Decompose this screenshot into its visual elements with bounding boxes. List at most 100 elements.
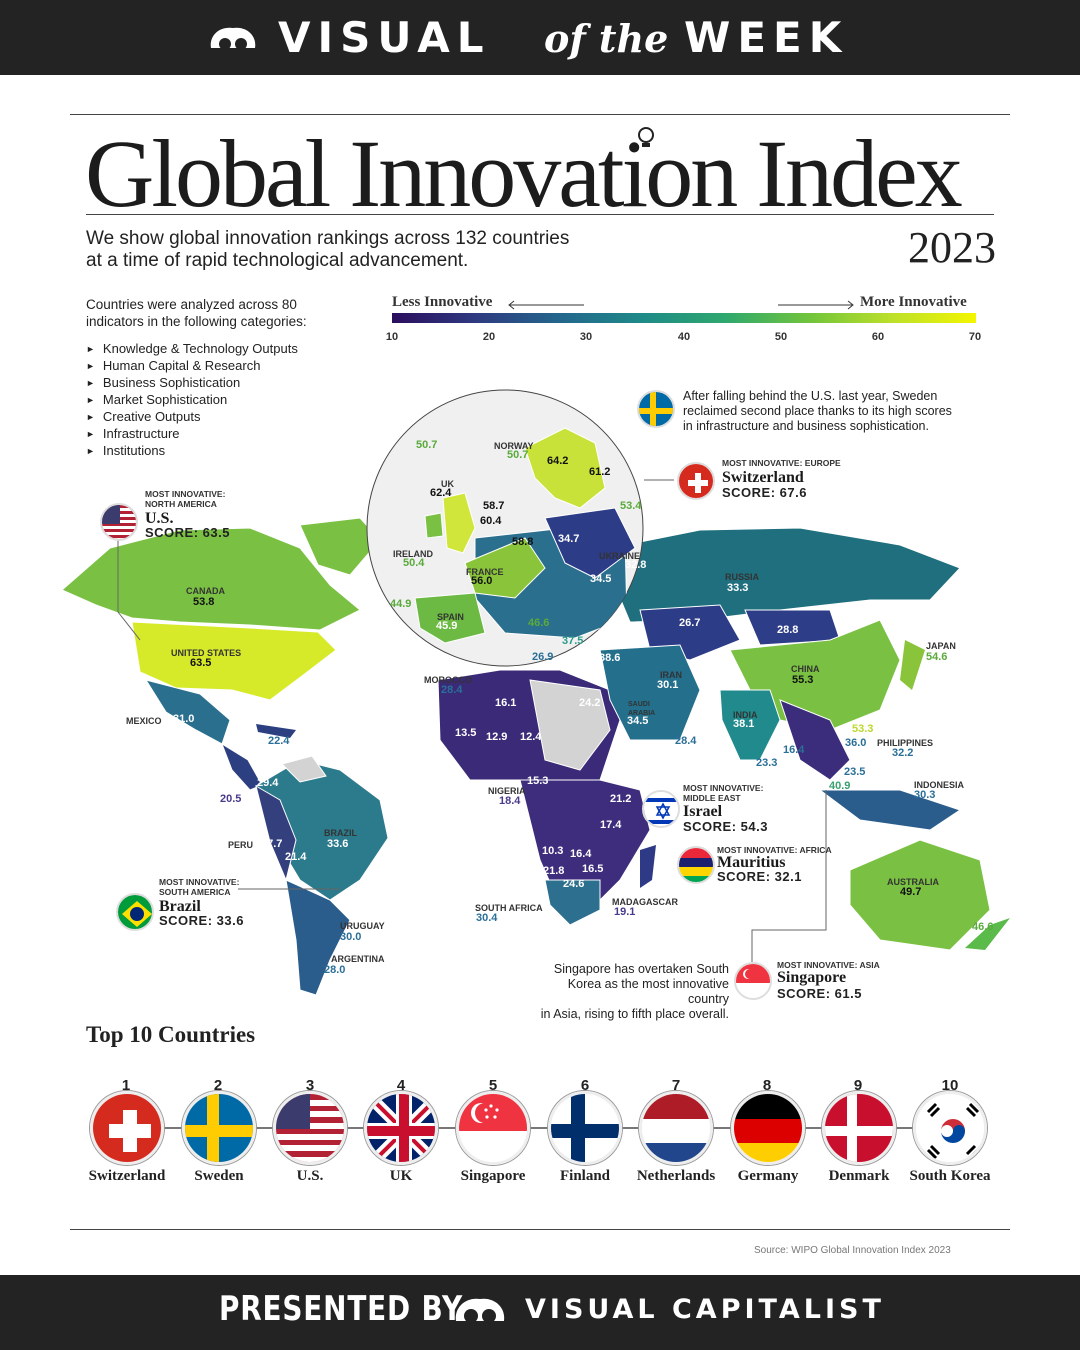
brazil-flag-icon xyxy=(116,893,154,931)
category-item: Infrastructure xyxy=(86,426,298,443)
score-chad: 12.4 xyxy=(520,731,542,743)
top-banner xyxy=(0,0,1080,75)
score-tanzania: 17.4 xyxy=(600,819,622,831)
singapore-flag-icon xyxy=(734,962,772,1000)
venezuela-shape xyxy=(281,755,327,783)
score-mali: 13.5 xyxy=(455,727,477,739)
score-portugal: 44.9 xyxy=(390,598,412,610)
score-malaysia: 40.9 xyxy=(829,780,851,792)
sweden-note-line: After falling behind the U.S. last year,… xyxy=(683,389,938,403)
uk-flag-icon xyxy=(364,1091,438,1165)
categories-intro-line-2: indicators in the following categories: xyxy=(86,314,307,329)
score-australia: 49.7 xyxy=(900,886,922,898)
score-cameroon: 15.3 xyxy=(527,775,549,787)
callout-me-name: Israel xyxy=(683,803,723,820)
switzerland-flag-icon xyxy=(90,1091,164,1165)
page-title: Global Innovation Index xyxy=(85,120,963,227)
score-nigeria: 18.4 xyxy=(499,795,521,807)
visual-capitalist-logo-icon xyxy=(455,1298,505,1323)
score-egypt: 24.2 xyxy=(579,697,601,709)
score-hong-kong: 53.3 xyxy=(852,723,874,735)
cuba-shape xyxy=(256,724,296,738)
score-colombia: 29.4 xyxy=(257,777,279,789)
callout-europe-name: Switzerland xyxy=(722,469,804,486)
score-iceland: 50.7 xyxy=(416,439,438,451)
score-kazakhstan: 26.7 xyxy=(679,617,701,629)
legend-tick: 10 xyxy=(385,331,399,343)
middle-east-shape xyxy=(599,644,701,741)
category-item: Creative Outputs xyxy=(86,409,298,426)
india-shape xyxy=(719,689,781,761)
top10-rank: 7 xyxy=(671,1077,681,1094)
score-finland: 61.2 xyxy=(589,466,611,478)
top10-name: Switzerland xyxy=(88,1168,166,1184)
top10-rank: 5 xyxy=(488,1077,498,1094)
singapore-note-line: Korea as the most innovative country xyxy=(567,977,729,1006)
score-france: 56.0 xyxy=(471,575,493,587)
legend-more-label: More Innovative xyxy=(860,294,967,310)
east-europe-shape xyxy=(544,507,636,579)
legend-tick: 20 xyxy=(482,331,496,343)
top10-title: Top 10 Countries xyxy=(86,1022,256,1047)
top10-name: Finland xyxy=(559,1168,611,1184)
callout-na-label-2: NORTH AMERICA xyxy=(145,499,217,509)
label-uruguay: URUGUAY xyxy=(340,921,385,931)
categories-intro-line-1: Countries were analyzed across 80 xyxy=(86,297,297,312)
score-japan: 54.6 xyxy=(926,651,948,663)
score-sri-lanka: 23.3 xyxy=(756,757,778,769)
legend-tick: 70 xyxy=(968,331,982,343)
us-flag-icon xyxy=(100,503,138,541)
score-india: 38.1 xyxy=(733,718,755,730)
scandinavia-shape xyxy=(524,427,606,509)
us-flag-icon xyxy=(273,1091,347,1165)
score-poland: 34.7 xyxy=(558,533,580,545)
south-korea-flag-icon xyxy=(913,1091,987,1165)
visual-capitalist-logo-icon xyxy=(210,27,256,50)
western-europe-shape xyxy=(464,537,546,599)
arrow-left-icon xyxy=(508,300,584,310)
sweden-flag-icon xyxy=(182,1091,256,1165)
uk-shape xyxy=(442,492,476,554)
callout-sa-name: Brazil xyxy=(159,898,201,915)
callout-asia-score: SCORE: 61.5 xyxy=(777,986,862,1001)
category-item: Business Sophistication xyxy=(86,375,298,392)
score-indonesia: 30.3 xyxy=(914,789,936,801)
legend-tick: 30 xyxy=(579,331,593,343)
score-ecuador: 20.5 xyxy=(220,793,242,805)
category-list: Knowledge & Technology Outputs Human Cap… xyxy=(86,341,298,460)
score-uk: 62.4 xyxy=(430,487,452,499)
score-vietnam: 36.0 xyxy=(845,737,867,749)
singapore-note-line: in Asia, rising to fifth place overall. xyxy=(540,1007,729,1021)
label-nigeria: NIGERIA xyxy=(488,786,526,796)
top10-name: Sweden xyxy=(194,1168,244,1184)
callout-na-label-1: MOST INNOVATIVE: xyxy=(145,489,226,499)
source-note: Source: WIPO Global Innovation Index 202… xyxy=(754,1245,951,1256)
score-peru: 27.7 xyxy=(261,838,283,850)
score-brazil: 33.6 xyxy=(327,838,349,850)
arrow-right-icon xyxy=(778,300,854,310)
andes-shape xyxy=(255,784,297,882)
greenland-shape xyxy=(299,517,381,576)
score-turkey: 38.6 xyxy=(599,652,621,664)
label-india: INDIA xyxy=(733,710,758,720)
footer-presented-by: PRESENTED BY xyxy=(219,1289,464,1329)
central-africa-shape xyxy=(519,779,651,911)
callout-leader-lines xyxy=(117,479,827,962)
top10-name: Germany xyxy=(737,1168,799,1184)
singapore-flag-icon xyxy=(456,1091,530,1165)
israel-flag-icon xyxy=(642,790,680,828)
callout-sa-label-1: MOST INNOVATIVE: xyxy=(159,877,240,887)
label-france: FRANCE xyxy=(466,567,504,577)
banner-visual: VISUAL xyxy=(278,13,491,62)
top10-name: Denmark xyxy=(828,1168,890,1184)
label-russia: RUSSIA xyxy=(725,572,760,582)
category-item: Knowledge & Technology Outputs xyxy=(86,341,298,358)
callout-africa-name: Mauritius xyxy=(717,854,786,871)
subtitle: We show global innovation rankings acros… xyxy=(86,228,569,272)
label-australia: AUSTRALIA xyxy=(887,877,939,887)
score-italy: 46.6 xyxy=(528,617,550,629)
label-uk: UK xyxy=(441,479,454,489)
callout-me-label-1: MOST INNOVATIVE: xyxy=(683,783,764,793)
footer-banner xyxy=(0,1275,1080,1350)
year: 2023 xyxy=(908,223,996,272)
